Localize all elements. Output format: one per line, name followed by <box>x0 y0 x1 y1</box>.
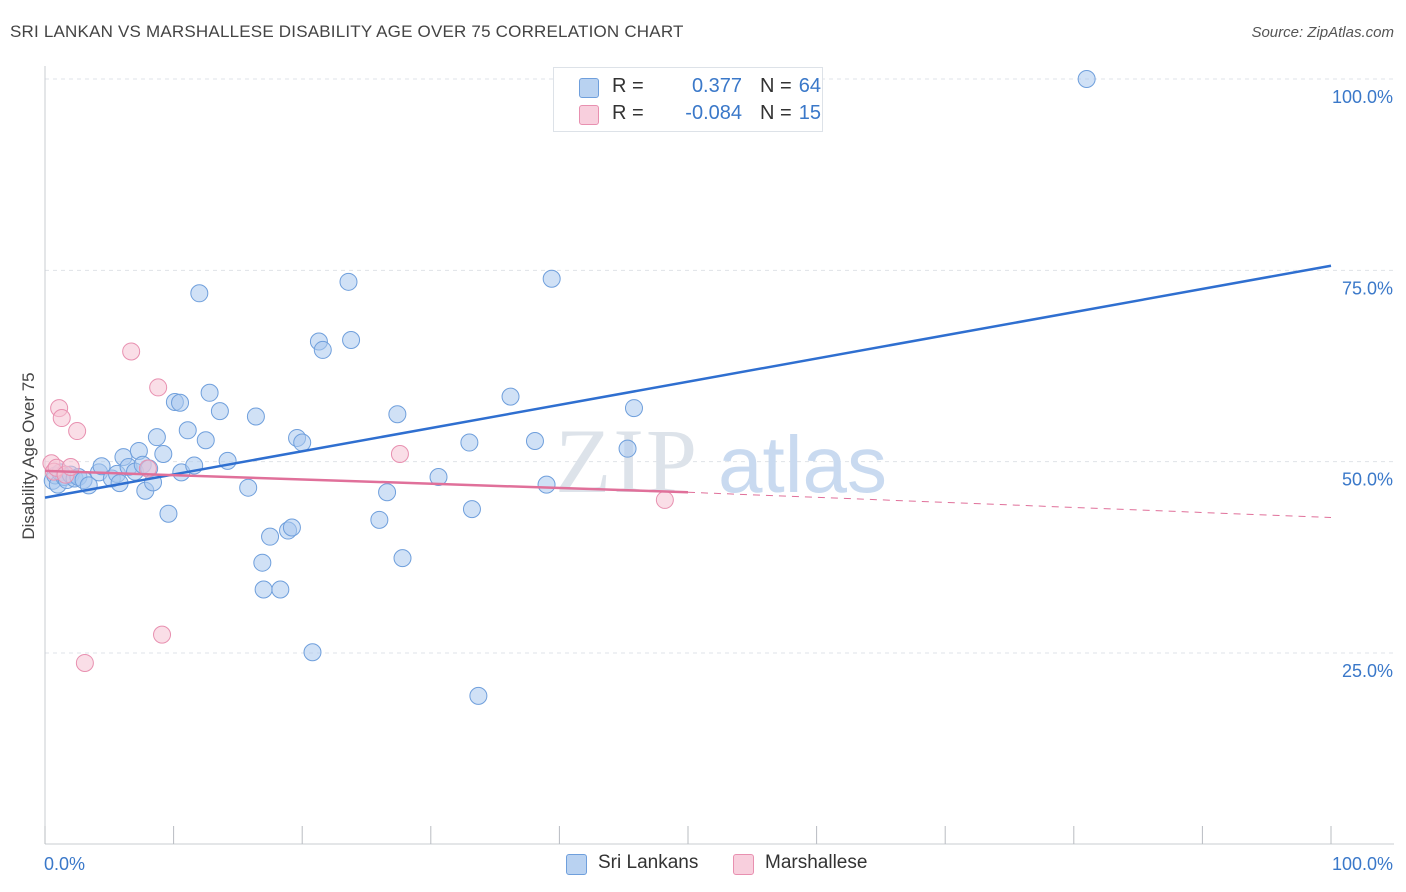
y-tick-label: 75.0% <box>1342 278 1393 298</box>
sri-lankan-point <box>393 549 412 568</box>
sri-lankan-point <box>370 510 389 529</box>
pink-swatch <box>579 105 599 125</box>
pink-swatch <box>733 854 754 875</box>
sri-lankan-point <box>542 269 561 288</box>
marshallese-point <box>138 459 157 478</box>
n-label: N = <box>760 75 792 97</box>
sri-lankan-point <box>462 500 481 519</box>
marshallese-point <box>68 422 87 441</box>
sri-lankan-point <box>271 580 290 599</box>
sri-lankan-point <box>501 387 520 406</box>
r-label: R = <box>612 75 644 97</box>
sri-lankan-point <box>171 393 190 412</box>
sri-lankan-point <box>339 272 358 291</box>
sri-lankan-point <box>618 439 637 458</box>
y-tick-labels: 25.0% 50.0% 75.0% 100.0% <box>1332 87 1393 681</box>
y-tick-label: 100.0% <box>1332 87 1393 107</box>
bottom-legend-label: Marshallese <box>765 852 868 873</box>
sri-lankan-point <box>196 431 215 450</box>
y-tick-label: 25.0% <box>1342 661 1393 681</box>
sri-lankan-point <box>429 467 448 486</box>
sri-lankan-point <box>469 686 488 705</box>
sri-lankan-point <box>200 383 219 402</box>
x-tick-label: 100.0% <box>1332 854 1393 874</box>
trendlines <box>44 264 1332 519</box>
sri-lankan-point <box>210 402 229 421</box>
blue-swatch <box>579 78 599 98</box>
sri-lankan-point <box>154 445 173 464</box>
sri-lankan-point <box>378 483 397 502</box>
sri-lankan-point <box>239 478 258 497</box>
sri-lankan-point <box>388 405 407 424</box>
sri-lankans-points <box>43 70 1096 705</box>
marshallese-point <box>122 342 141 361</box>
bottom-legend-label: Sri Lankans <box>598 852 699 873</box>
sri-lankan-point <box>537 475 556 494</box>
marshallese-point <box>153 625 172 644</box>
blue-swatch <box>566 854 587 875</box>
n-value: 64 <box>798 75 821 97</box>
sri-lankan-point <box>147 428 166 447</box>
marshallese-point <box>390 445 409 464</box>
sri-lankan-point <box>460 433 479 452</box>
sri-lankan-point <box>293 433 312 452</box>
sri-lankan-point <box>178 421 197 440</box>
correlation-legend: R = 0.377 N = 64 R = -0.084 N = 15 <box>553 67 823 132</box>
sri-lankan-point <box>246 407 265 426</box>
marshallese-trendline-extension <box>687 491 1332 519</box>
r-value: 0.377 <box>691 75 742 97</box>
r-label: R = <box>612 102 644 124</box>
x-tick-labels: 0.0% 100.0% <box>44 854 1393 874</box>
sri-lankan-point <box>261 527 280 546</box>
axes <box>44 66 1394 845</box>
sri-lankan-point <box>254 580 273 599</box>
sri-lankan-point <box>253 553 272 572</box>
source-credit: Source: ZipAtlas.com <box>1251 24 1394 41</box>
sri-lankan-point <box>313 340 332 359</box>
y-tick-label: 50.0% <box>1342 470 1393 490</box>
x-tick-label: 0.0% <box>44 854 85 874</box>
sri-lankan-point <box>624 399 643 418</box>
marshallese-point <box>149 378 168 397</box>
sri-lankan-point <box>303 643 322 662</box>
marshallese-point <box>52 409 71 428</box>
sri-lankan-point <box>159 504 178 523</box>
marshallese-points <box>42 342 674 672</box>
sri-lankan-point <box>190 284 209 303</box>
n-value: 15 <box>798 102 821 124</box>
marshallese-point <box>75 653 94 672</box>
y-axis-label: Disability Age Over 75 <box>19 372 38 539</box>
grid-lines <box>45 78 1394 654</box>
sri-lankan-point <box>282 518 301 537</box>
sri-lankan-point <box>1077 70 1096 88</box>
watermark: ZIP atlas <box>555 410 887 512</box>
chart-title: SRI LANKAN VS MARSHALLESE DISABILITY AGE… <box>10 22 684 41</box>
sri-lankan-point <box>92 457 111 476</box>
watermark-atlas: atlas <box>718 420 887 509</box>
watermark-zip: ZIP <box>555 410 699 512</box>
marshallese-point <box>655 490 674 509</box>
n-label: N = <box>760 102 792 124</box>
marshallese-trendline <box>44 469 689 494</box>
sri-lankans-trendline <box>44 264 1332 499</box>
sri-lankan-point <box>525 432 544 451</box>
sri-lankan-point <box>342 330 361 349</box>
r-value: -0.084 <box>685 102 742 124</box>
